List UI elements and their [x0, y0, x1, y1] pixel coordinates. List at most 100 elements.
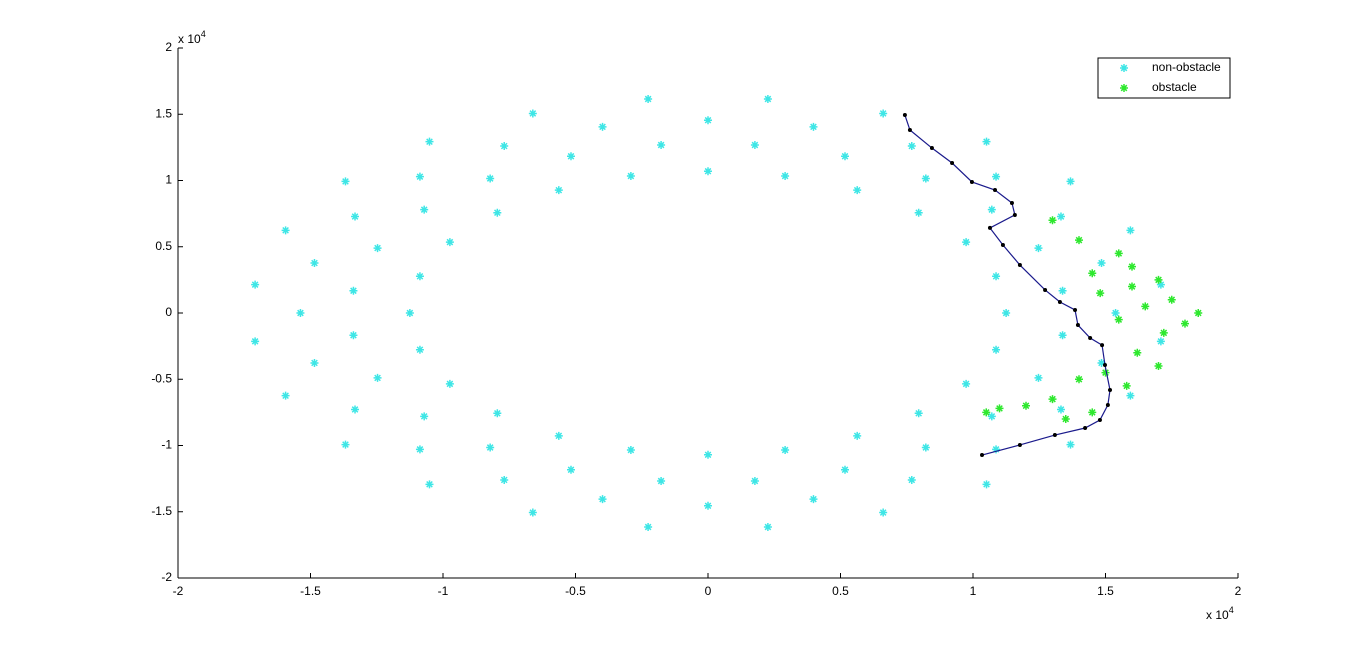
scatter-point [841, 152, 850, 161]
scatter-point [1114, 315, 1123, 324]
scatter-point [251, 337, 260, 346]
scatter-point [853, 431, 862, 440]
path-vertex [1012, 212, 1017, 217]
scatter-point [750, 477, 759, 486]
x-tick-label: -1 [438, 584, 449, 598]
scatter-point [598, 122, 607, 131]
path-vertex [1017, 263, 1022, 268]
scatter-point [373, 244, 382, 253]
scatter-point [1056, 212, 1065, 221]
scatter-point [1048, 216, 1057, 225]
path-vertex [1100, 343, 1105, 348]
y-tick-label: 1 [165, 173, 172, 187]
scatter-point [351, 212, 360, 221]
scatter-point [704, 501, 712, 510]
x-tick-label: 1.5 [1097, 584, 1114, 598]
scatter-point [657, 477, 666, 486]
path-vertex [992, 188, 997, 193]
scatter-point [992, 272, 1001, 281]
scatter-point [425, 137, 434, 146]
scatter-point [425, 480, 434, 489]
scatter-point [486, 443, 495, 452]
scatter-point [1101, 368, 1110, 377]
y-tick-label: 1.5 [155, 106, 172, 120]
scatter-point [281, 391, 290, 400]
scatter-point [349, 331, 358, 340]
scatter-point [493, 208, 502, 217]
scatter-point [1075, 236, 1083, 245]
path-vertex [1000, 243, 1005, 248]
path-vertex [1052, 433, 1057, 438]
path-vertex [1083, 426, 1088, 431]
scatter-point [992, 445, 1001, 454]
scatter-point [781, 171, 790, 180]
scatter-point [1194, 309, 1203, 317]
scatter-point [1154, 275, 1163, 284]
scatter-point [962, 379, 971, 388]
path-vertex [1057, 300, 1062, 305]
y-tick-label: -2 [161, 570, 172, 584]
scatter-point [644, 95, 653, 104]
scatter-point [921, 174, 930, 183]
legend-label: obstacle [1152, 80, 1197, 94]
scatter-point [598, 495, 607, 504]
scatter-point [1048, 395, 1057, 404]
scatter-point [554, 431, 563, 440]
scatter-point [1114, 249, 1123, 258]
scatter-point [281, 226, 290, 235]
scatter-point [310, 358, 319, 367]
scatter-point [1154, 362, 1163, 370]
scatter-point [879, 109, 888, 118]
scatter-point [554, 186, 563, 195]
y-tick-label: 0 [165, 305, 172, 319]
y-multiplier: x 104 [178, 29, 206, 46]
path-vertex [1105, 402, 1110, 407]
path-vertex [1097, 418, 1102, 423]
scatter-point [987, 205, 996, 214]
scatter-point [1133, 348, 1142, 357]
x-tick-label: -2 [173, 584, 184, 598]
scatter-point [982, 408, 991, 417]
scatter-point [1058, 286, 1067, 295]
path-vertex [1108, 387, 1113, 392]
scatter-point [704, 167, 712, 176]
path-vertex [902, 113, 907, 118]
scatter-point [296, 309, 305, 317]
scatter-point [879, 508, 888, 517]
path-vertex [950, 161, 955, 166]
scatter-point [500, 142, 509, 151]
path-vertex [1017, 442, 1022, 447]
scatter-point [1097, 358, 1106, 367]
path-vertex [1088, 336, 1093, 341]
scatter-point [486, 174, 495, 183]
scatter-point [415, 345, 424, 354]
x-tick-label: -1.5 [300, 584, 321, 598]
y-tick-label: -1 [161, 438, 172, 452]
x-multiplier-exponent: 4 [1229, 605, 1234, 615]
scatter-point [841, 465, 850, 474]
scatter-point [1088, 269, 1097, 278]
scatter-point [351, 405, 360, 414]
path-vertex [1073, 307, 1078, 312]
scatter-point [1022, 401, 1030, 410]
scatter-point [500, 475, 509, 484]
scatter-point [750, 140, 759, 149]
scatter-point [907, 475, 916, 484]
x-tick-label: 0.5 [832, 584, 849, 598]
scatter-point [781, 446, 790, 455]
scatter-point [704, 116, 712, 125]
path-vertex [907, 128, 912, 133]
scatter-point [626, 446, 635, 455]
y-tick-label: -0.5 [151, 371, 172, 385]
scatter-point [1141, 302, 1150, 311]
scatter-point [1126, 391, 1135, 400]
scatter-point [1066, 177, 1075, 186]
x-tick-label: -0.5 [565, 584, 586, 598]
scatter-point [1126, 226, 1135, 235]
scatter-point [528, 109, 537, 118]
scatter-point [982, 480, 991, 489]
scatter-point [853, 186, 862, 195]
path-vertex [969, 179, 974, 184]
scatter-point [1128, 282, 1136, 291]
